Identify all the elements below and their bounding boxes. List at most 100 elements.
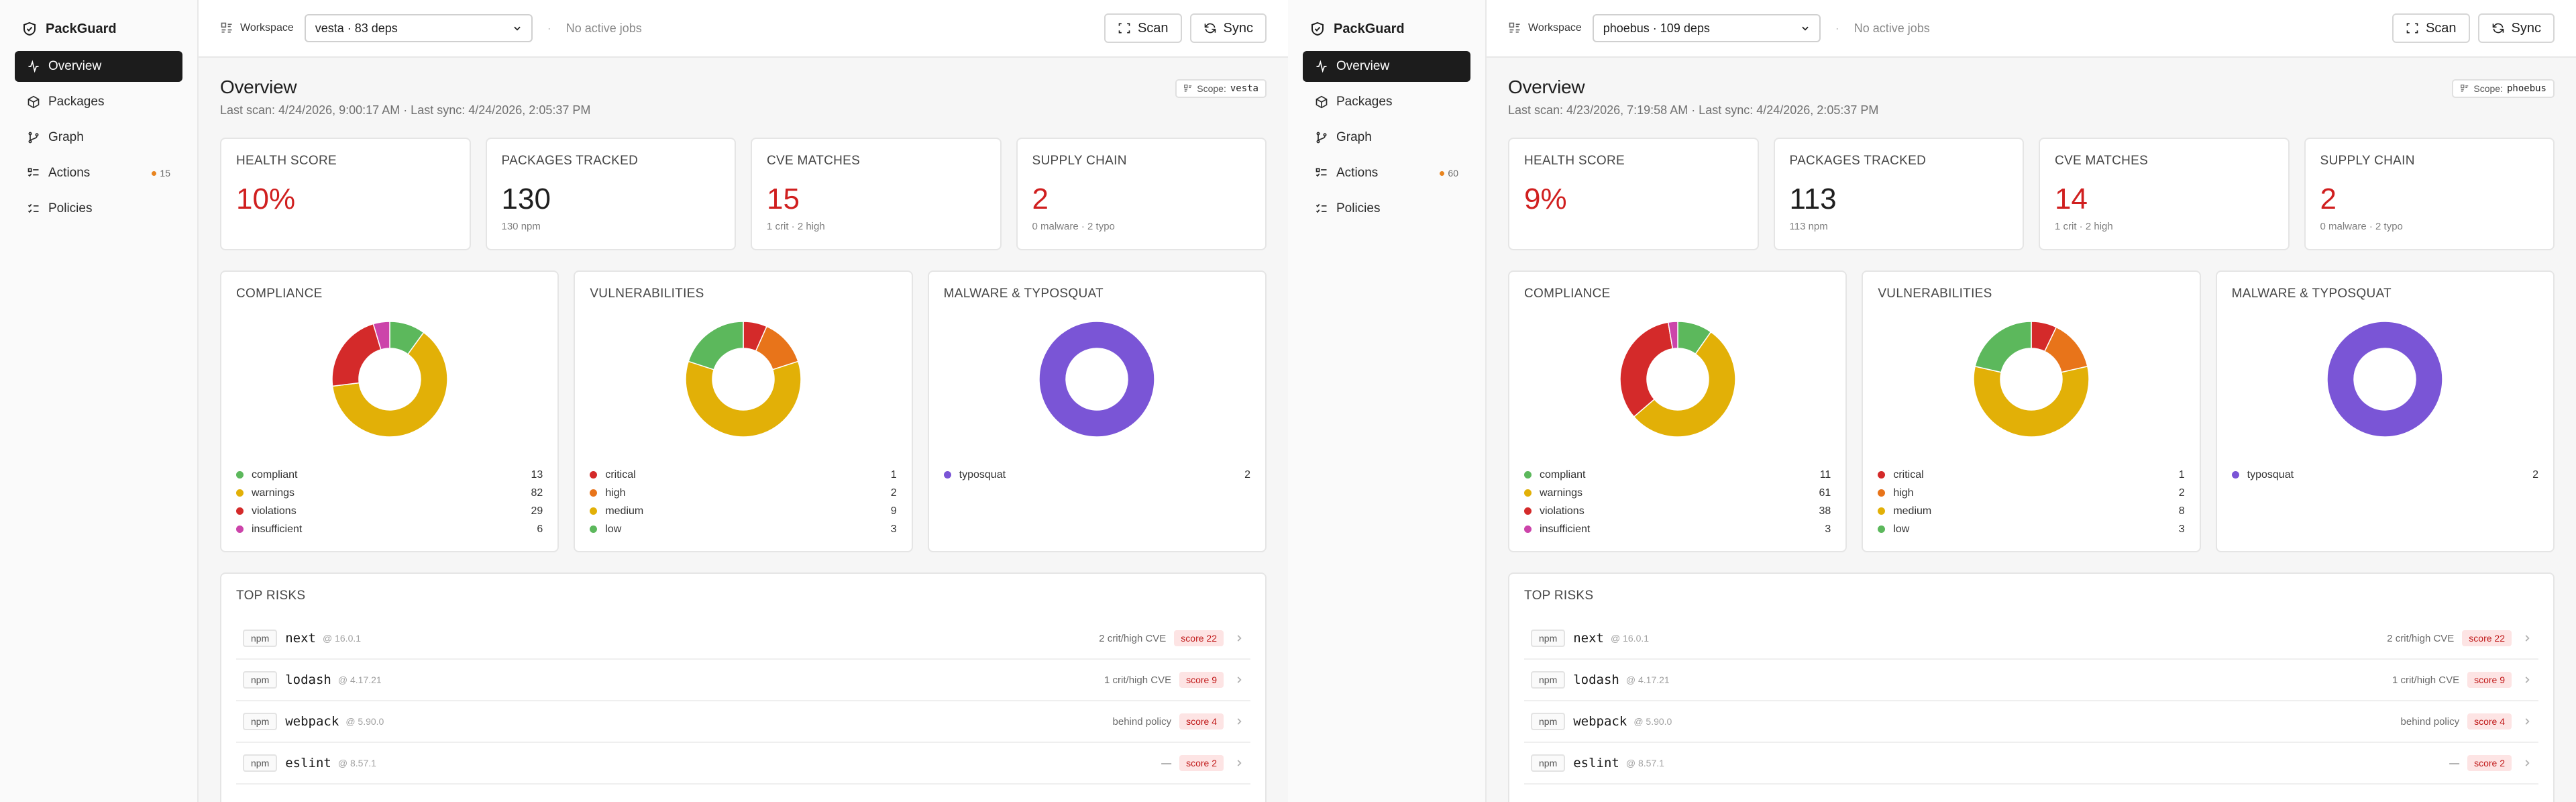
sidebar-item-packages[interactable]: Packages [1303,87,1470,117]
legend-label: warnings [1540,487,1583,499]
workspace-select[interactable]: phoebus · 109 deps [1592,14,1821,42]
risk-score-badge: score 4 [2467,713,2512,730]
donut-chart-svg [1038,321,1155,438]
legend-item: violations 29 [236,504,543,518]
legend-value: 8 [2178,505,2185,517]
refresh-icon [1204,23,1216,34]
malware-typosquat-chart-card: MALWARE & TYPOSQUAT typosquat 2 [2215,270,2555,552]
sidebar-item-actions[interactable]: Actions 60 [1303,158,1470,189]
sidebar-item-overview[interactable]: Overview [15,51,182,82]
stat-value: 15 [767,183,800,215]
sidebar-item-actions[interactable]: Actions 15 [15,158,182,189]
legend-swatch [590,525,598,533]
chart-legend: critical 1 high 2 medium 8 low 3 [1878,468,2185,536]
risk-row[interactable]: npm eslint @ 8.57.1 — score 2 [1524,743,2538,785]
ecosystem-tag: npm [243,754,278,772]
shield-check-icon [1311,21,1324,36]
chevron-right-icon [1237,718,1242,725]
sidebar-item-label: Graph [1336,130,1372,144]
sync-button[interactable]: Sync [1189,13,1267,43]
risk-row[interactable]: npm next @ 16.0.1 2 crit/high CVE score … [236,618,1250,660]
app-window: PackGuard Overview Packages Graph Actio [15,0,1288,802]
legend-swatch [236,489,244,497]
stat-value: 14 [2055,183,2088,215]
risk-row[interactable]: npm next @ 16.0.1 2 crit/high CVE score … [1524,618,2538,660]
sidebar-item-graph[interactable]: Graph [15,122,182,153]
chevron-down-icon [514,26,521,31]
package-icon [28,95,40,109]
sidebar-item-policies[interactable]: Policies [1303,193,1470,224]
top-risks-list: npm next @ 16.0.1 2 crit/high CVE score … [236,618,1250,785]
risk-row[interactable]: npm webpack @ 5.90.0 behind policy score… [1524,701,2538,743]
legend-swatch [236,525,244,533]
sync-button-label: Sync [2511,20,2541,36]
risk-reason: — [1161,757,1172,769]
package-version: @ 16.0.1 [1611,633,1650,644]
sync-button[interactable]: Sync [2477,13,2555,43]
sidebar-item-label: Packages [1336,95,1393,109]
donut-chart-svg [331,321,448,438]
donut-segment-low [688,321,744,370]
app-window: PackGuard Overview Packages Graph Actio [1288,0,2576,802]
package-icon [1316,95,1328,109]
brand-name: PackGuard [46,21,117,36]
chart-legend: compliant 13 warnings 82 violations 29 insu… [236,468,543,536]
workspace-icon [1509,22,1520,33]
legend-swatch [1524,489,1532,497]
stat-label: PACKAGES TRACKED [501,154,639,168]
scan-button[interactable]: Scan [2392,13,2470,43]
legend-swatch [943,471,951,479]
ecosystem-tag: npm [243,713,278,730]
legend-swatch [1878,471,1886,479]
sidebar-nav: Overview Packages Graph Actions 60 [1303,51,1470,224]
risk-row[interactable]: npm webpack @ 5.90.0 behind policy score… [236,701,1250,743]
compliance-chart-card: COMPLIANCE compliant 11 warnings 61 violat… [1508,270,1847,552]
risk-score-badge: score 2 [2467,755,2512,771]
legend-value: 3 [890,523,897,535]
workspace-label: Workspace [1508,21,1582,35]
stat-value: 9% [1524,183,1567,215]
brand[interactable]: PackGuard [1303,19,1470,39]
donut-chart [236,320,543,438]
sidebar-item-overview[interactable]: Overview [1303,51,1470,82]
risk-row[interactable]: npm lodash @ 4.17.21 1 crit/high CVE sco… [236,660,1250,701]
risk-score-badge: score 9 [2467,672,2512,688]
risk-row[interactable]: npm eslint @ 8.57.1 — score 2 [236,743,1250,785]
jobs-status: No active jobs [566,21,642,35]
package-version: @ 4.17.21 [1625,674,1670,685]
shield-check-icon [23,21,36,36]
legend-label: insufficient [252,523,303,535]
legend-value: 1 [890,468,897,481]
chevron-right-icon [1237,635,1242,642]
sidebar-nav: Overview Packages Graph Actions 15 [15,51,182,224]
legend-value: 13 [531,468,543,481]
stat-value: 2 [1032,183,1049,215]
brand-name: PackGuard [1334,21,1405,36]
legend-label: high [605,487,626,499]
chart-title: COMPLIANCE [1524,287,1611,301]
stat-sub: 0 malware · 2 typo [1032,221,1115,232]
main-area: Workspace phoebus · 109 deps · No active… [1487,0,2576,802]
legend-swatch [1524,507,1532,515]
actions-count-badge: 60 [1440,168,1458,179]
risk-row[interactable]: npm lodash @ 4.17.21 1 crit/high CVE sco… [1524,660,2538,701]
scan-button[interactable]: Scan [1104,13,1182,43]
sidebar-item-graph[interactable]: Graph [1303,122,1470,153]
sidebar-item-policies[interactable]: Policies [15,193,182,224]
page-title: Overview [1508,77,1585,97]
risk-reason: behind policy [2400,715,2460,728]
page-title: Overview [220,77,297,97]
package-name: lodash [1573,672,1619,687]
legend-item: high 2 [1878,486,2185,500]
risk-score-badge: score 22 [2462,630,2512,646]
package-version: @ 16.0.1 [323,633,362,644]
legend-label: medium [1893,505,1932,517]
brand[interactable]: PackGuard [15,19,182,39]
sidebar-item-packages[interactable]: Packages [15,87,182,117]
workspace-select[interactable]: vesta · 83 deps [304,14,533,42]
donut-segment-warnings [331,332,448,438]
package-version: @ 8.57.1 [1625,758,1664,768]
legend-label: violations [1540,505,1585,517]
scope-icon [2461,85,2469,92]
ecosystem-tag: npm [1531,713,1566,730]
